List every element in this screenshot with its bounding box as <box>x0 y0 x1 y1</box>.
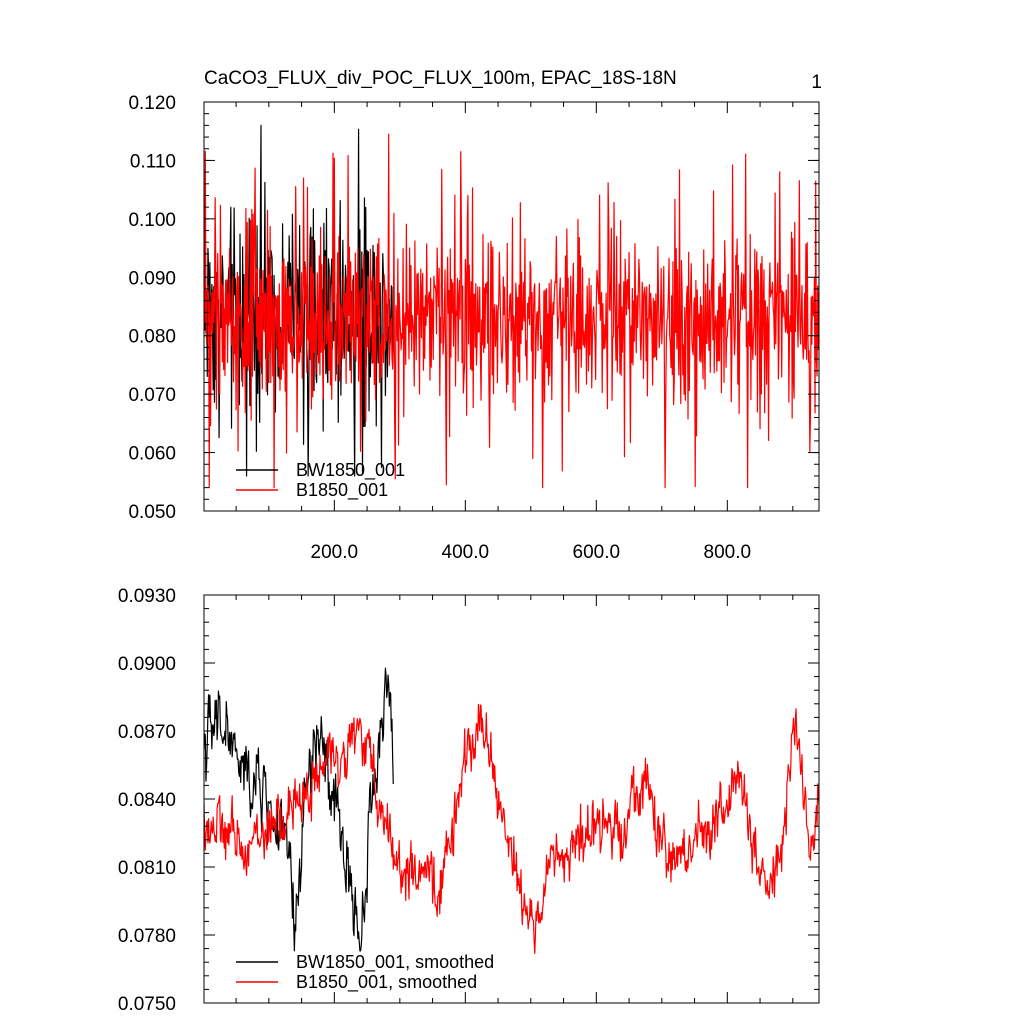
y-tick-label: 0.090 <box>128 268 176 289</box>
y-tick-label: 0.110 <box>130 151 176 172</box>
top-panel: 0.050 0.060 0.070 0.080 0.090 0.100 0.110 0.120… <box>128 93 820 563</box>
plot-frame <box>203 101 820 512</box>
x-axis: 200.0 400.0 600.0 800.0 <box>235 102 794 563</box>
y-tick-label: 0.0750 <box>118 994 176 1015</box>
legend-label: BW1850_001, smoothed <box>296 952 494 973</box>
x-axis <box>235 595 794 1003</box>
y-tick-label: 0.080 <box>128 327 176 348</box>
figure-title: CaCO3_FLUX_div_POC_FLUX_100m, EPAC_18S-1… <box>204 68 677 89</box>
y-tick-label: 0.050 <box>128 502 176 523</box>
y-axis: 0.0750 0.0780 0.0810 0.0840 0.0870 0.0900 0.09… <box>118 586 819 1015</box>
y-tick-label: 0.100 <box>128 210 176 231</box>
y-tick-label: 0.0780 <box>118 926 176 947</box>
y-tick-label: 0.070 <box>128 385 176 406</box>
x-tick-label: 600.0 <box>573 542 621 563</box>
panel-number: 1 <box>811 72 822 93</box>
series-line-b1850-001 <box>204 133 819 489</box>
series-lines <box>204 124 819 489</box>
y-tick-label: 0.0870 <box>118 722 176 743</box>
y-axis: 0.050 0.060 0.070 0.080 0.090 0.100 0.110 0.120 <box>128 93 819 523</box>
x-tick-label: 800.0 <box>704 542 752 563</box>
x-tick-label: 400.0 <box>442 542 490 563</box>
y-tick-label: 0.0840 <box>118 790 176 811</box>
legend-label: B1850_001 <box>296 480 388 501</box>
y-tick-label: 0.060 <box>128 444 176 465</box>
y-tick-label: 0.0930 <box>118 586 176 607</box>
series-line-bw1850-001-smoothed <box>204 667 394 952</box>
bottom-panel: 0.0750 0.0780 0.0810 0.0840 0.0870 0.0900 0.09… <box>118 586 820 1015</box>
series-lines <box>204 667 819 955</box>
y-tick-label: 0.120 <box>128 93 176 114</box>
x-tick-label: 200.0 <box>311 542 359 563</box>
y-tick-label: 0.0900 <box>118 654 176 675</box>
legend-label: BW1850_001 <box>296 460 405 481</box>
legend-label: B1850_001, smoothed <box>296 972 477 993</box>
series-line-b1850-001-smoothed <box>204 703 819 955</box>
y-tick-label: 0.0810 <box>118 858 176 879</box>
